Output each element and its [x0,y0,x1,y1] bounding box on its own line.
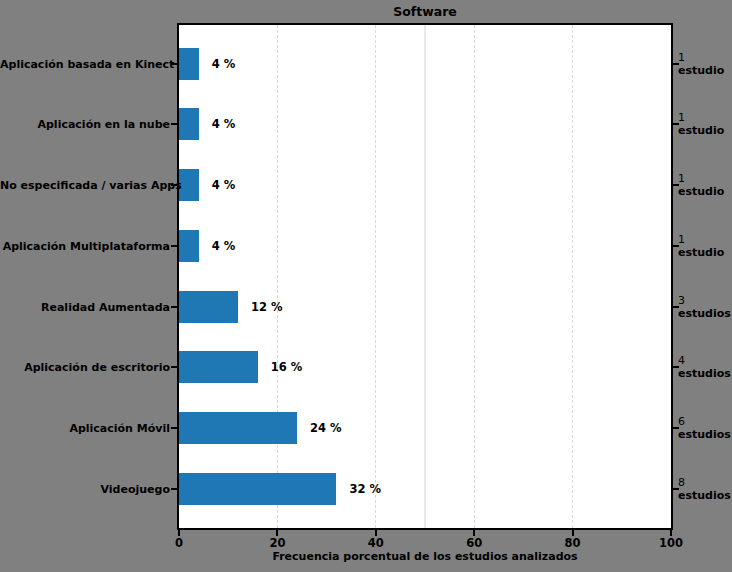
y-tick-mark-left [171,184,177,186]
x-axis-title: Frecuencia porcentual de los estudios an… [272,550,577,563]
reference-line [424,25,426,528]
bar [179,473,336,505]
grid-line [572,25,573,528]
y-tick-mark-left [171,366,177,368]
plot-area: 4 % 4 % 4 % 4 % 12 % 16 % 24 % 32 % [177,23,673,530]
bar-chart-figure: Software 4 % 4 % 4 % 4 % 12 % 16 % 24 % 32 % Ap… [0,0,732,572]
count-number: 1 [678,111,724,124]
count-word: estudio [678,64,724,77]
count-label: 3estudios [678,294,731,320]
value-label: 4 % [212,239,236,253]
count-number: 1 [678,51,724,64]
count-word: estudio [678,246,724,259]
category-label: Aplicación Móvil [0,422,170,435]
grid-line [474,25,475,528]
y-tick-mark-left [171,63,177,65]
count-label: 1estudio [678,172,724,198]
value-label: 4 % [212,178,236,192]
x-tick-label: 80 [565,536,581,550]
value-label: 32 % [349,482,381,496]
y-tick-mark-left [171,427,177,429]
count-label: 4estudios [678,354,731,380]
count-word: estudios [678,367,731,380]
bar [179,108,199,140]
count-label: 1estudio [678,111,724,137]
count-label: 6estudios [678,415,731,441]
category-label: No especificada / varias Apps [0,179,170,192]
count-number: 1 [678,172,724,185]
count-number: 1 [678,233,724,246]
count-word: estudio [678,124,724,137]
count-number: 3 [678,294,731,307]
category-label: Aplicación Multiplataforma [0,239,170,252]
category-label: Aplicación de escritorio [0,361,170,374]
count-number: 6 [678,415,731,428]
value-label: 16 % [271,360,303,374]
category-label: Aplicación basada en Kinect [0,57,170,70]
y-tick-mark-left [171,245,177,247]
bar [179,291,238,323]
value-label: 12 % [251,300,283,314]
bar [179,230,199,262]
count-word: estudio [678,185,724,198]
category-label: Realidad Aumentada [0,300,170,313]
x-tick-label: 60 [466,536,482,550]
count-label: 1estudio [678,51,724,77]
grid-line [277,25,278,528]
y-tick-mark-left [171,488,177,490]
value-label: 24 % [310,421,342,435]
value-label: 4 % [212,57,236,71]
count-number: 8 [678,476,731,489]
count-word: estudios [678,428,731,441]
x-tick-label: 0 [175,536,183,550]
y-tick-mark-left [171,123,177,125]
x-tick-label: 100 [659,536,683,550]
category-label: Aplicación en la nube [0,118,170,131]
y-tick-mark-left [171,306,177,308]
bar [179,412,297,444]
count-label: 1estudio [678,233,724,259]
chart-title: Software [393,4,457,19]
value-label: 4 % [212,117,236,131]
count-word: estudios [678,489,731,502]
count-label: 8estudios [678,476,731,502]
bar [179,48,199,80]
grid-line [375,25,376,528]
bar [179,351,258,383]
category-label: Videojuego [0,483,170,496]
x-tick-label: 40 [368,536,384,550]
count-number: 4 [678,354,731,367]
count-word: estudios [678,307,731,320]
x-tick-label: 20 [269,536,285,550]
